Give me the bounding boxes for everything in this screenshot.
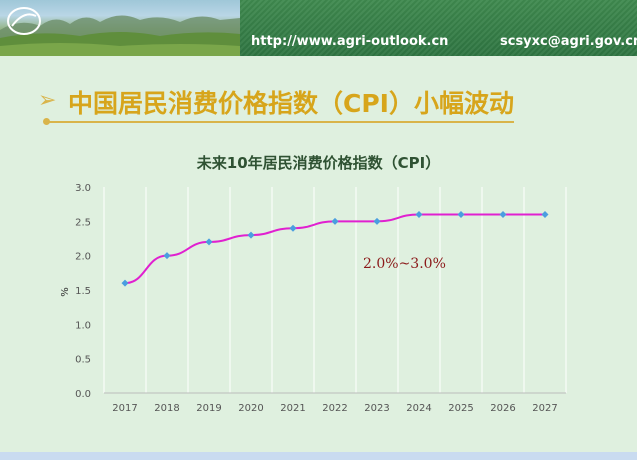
x-tick-label: 2024 [406, 403, 431, 414]
y-tick-label: 1.0 [75, 320, 91, 331]
data-point-marker [247, 231, 255, 239]
x-tick-label: 2020 [238, 403, 263, 414]
data-point-marker [163, 252, 171, 260]
footer-bar [0, 452, 637, 460]
website-url[interactable]: http://www.agri-outlook.cn [251, 34, 449, 49]
x-tick-label: 2023 [364, 403, 389, 414]
data-point-marker [289, 224, 297, 232]
title-underline [44, 121, 514, 123]
data-point-marker [415, 210, 423, 218]
y-tick-label: 1.5 [75, 286, 91, 297]
data-point-marker [121, 279, 129, 287]
header-bar: http://www.agri-outlook.cn scsyxc@agri.g… [0, 0, 637, 56]
data-point-marker [205, 238, 213, 246]
y-axis-label: % [60, 287, 71, 297]
range-annotation: 2.0%~3.0% [363, 256, 446, 272]
y-tick-label: 0.0 [75, 389, 91, 400]
y-tick-label: 2.0 [75, 252, 91, 263]
x-tick-label: 2021 [280, 403, 305, 414]
y-tick-label: 0.5 [75, 355, 91, 366]
data-point-marker [499, 210, 507, 218]
data-point-marker [541, 210, 549, 218]
y-tick-label: 2.5 [75, 217, 91, 228]
slide-title-row: ➢ 中国居民消费价格指数（CPI）小幅波动 [38, 82, 518, 118]
x-tick-label: 2025 [448, 403, 473, 414]
x-tick-label: 2027 [532, 403, 557, 414]
arrow-bullet-icon: ➢ [38, 88, 57, 113]
x-tick-label: 2017 [112, 403, 137, 414]
landscape-banner [0, 0, 240, 56]
x-tick-label: 2022 [322, 403, 347, 414]
y-tick-label: 3.0 [75, 183, 91, 194]
slide-title: 中国居民消费价格指数（CPI）小幅波动 [68, 89, 514, 118]
data-point-marker [373, 217, 381, 225]
contact-email[interactable]: scsyxc@agri.gov.cn [500, 34, 637, 49]
data-point-marker [457, 210, 465, 218]
data-point-marker [331, 217, 339, 225]
chart-title: 未来10年居民消费价格指数（CPI） [196, 154, 441, 172]
x-tick-label: 2018 [154, 403, 179, 414]
aoc-logo [6, 6, 42, 36]
x-tick-label: 2026 [490, 403, 515, 414]
x-tick-label: 2019 [196, 403, 221, 414]
